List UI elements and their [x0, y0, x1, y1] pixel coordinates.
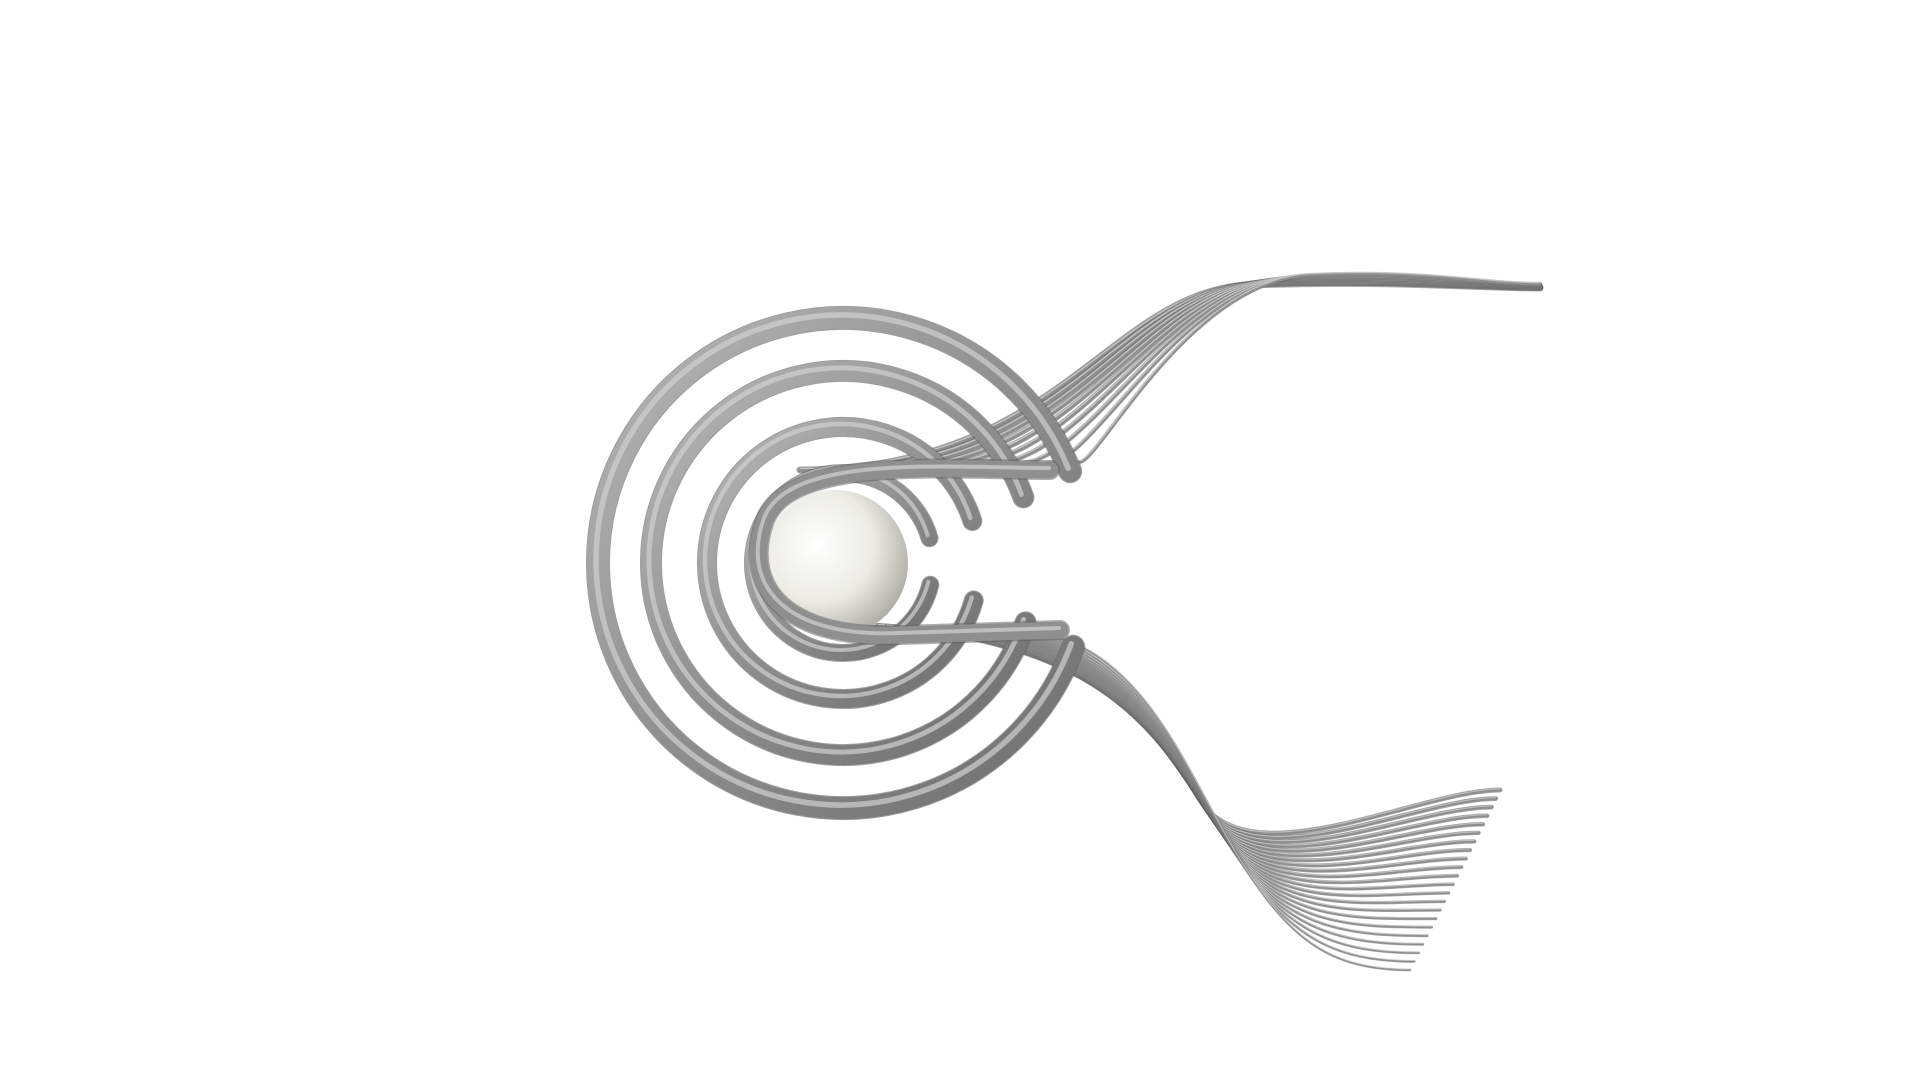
upper-strand-highlight	[985, 274, 1541, 464]
lower-strand-shadow	[1014, 631, 1429, 938]
lower-strand-shadow	[962, 628, 1455, 891]
inner-loop-highlight	[755, 464, 1061, 636]
upper-strand-highlight	[1079, 271, 1541, 462]
lower-strand-highlight	[869, 623, 1501, 833]
lower-ribbon-strands	[867, 622, 1503, 972]
lower-strand	[971, 629, 1450, 897]
upper-strand	[922, 277, 1543, 469]
central-sphere	[762, 490, 908, 636]
lower-strand-highlight	[1049, 633, 1411, 970]
lower-strand	[876, 623, 1498, 840]
ring-highlight	[702, 421, 974, 699]
lower-strand-highlight	[955, 628, 1458, 882]
inner-tube-loop	[748, 458, 1070, 646]
lower-strand-shadow	[971, 628, 1451, 898]
lower-strand	[868, 623, 1502, 835]
upper-ribbon-strands	[796, 271, 1544, 474]
upper-strand-shadow	[921, 276, 1543, 470]
lower-strand	[962, 628, 1455, 891]
lower-strand-shadow	[893, 624, 1490, 849]
lower-strand-highlight	[963, 628, 1454, 889]
ring-highlight	[646, 365, 1027, 755]
ring-highlight	[593, 312, 1074, 808]
lower-strand-shadow	[876, 623, 1499, 840]
concentric-rings	[586, 306, 1086, 820]
lower-strand-highlight	[878, 623, 1497, 837]
upper-strand	[1078, 272, 1542, 464]
lower-strand	[894, 624, 1489, 848]
lower-strand-shadow	[867, 622, 1503, 836]
lower-strand	[1014, 632, 1429, 937]
